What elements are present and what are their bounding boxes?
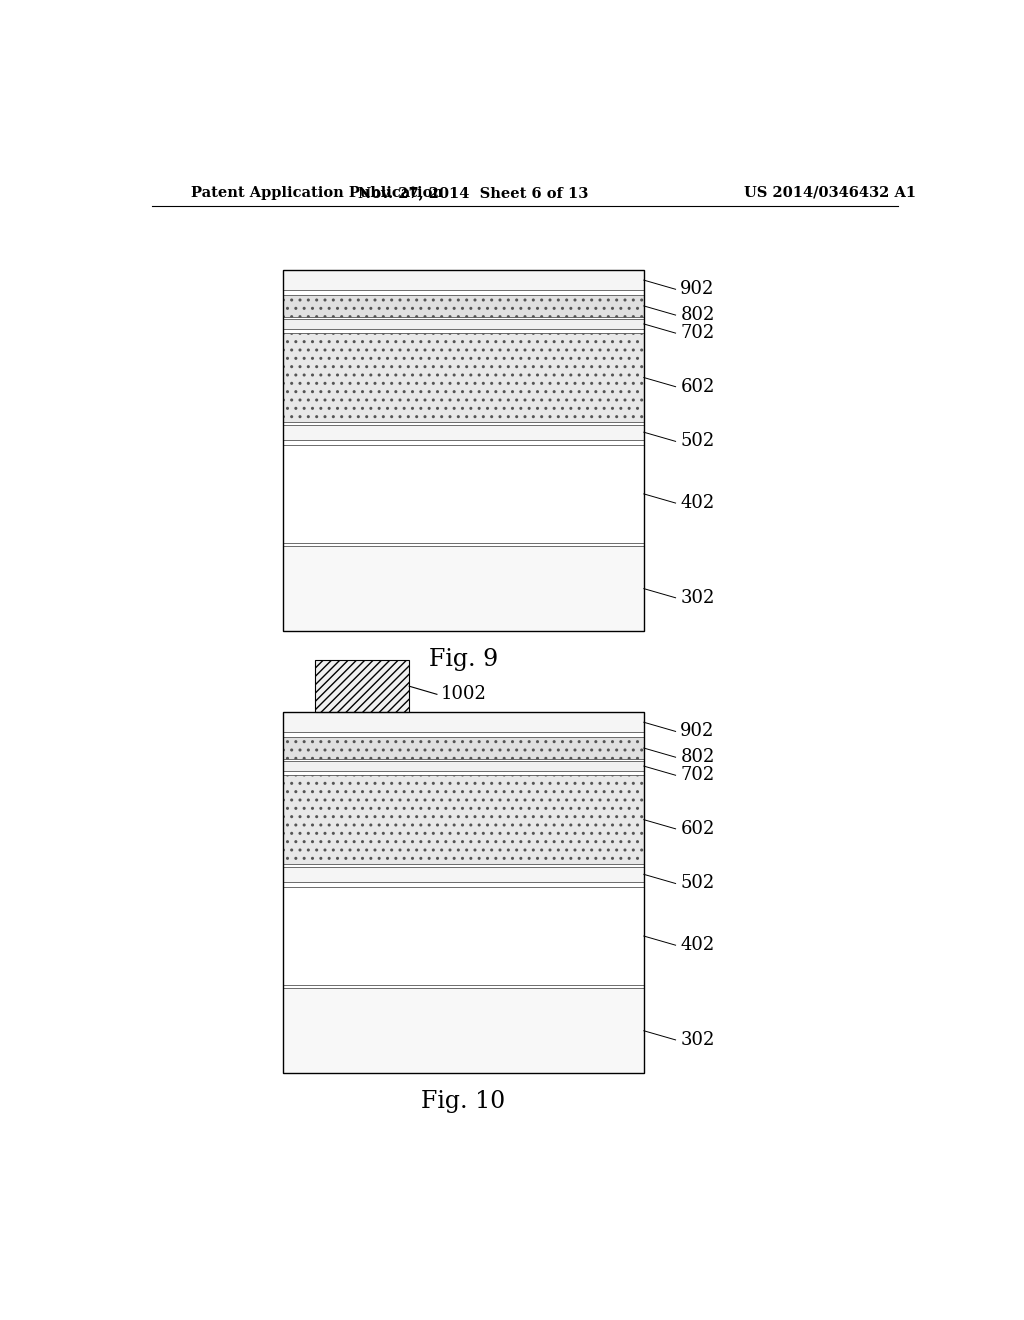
Text: US 2014/0346432 A1: US 2014/0346432 A1 [744, 186, 916, 199]
Text: Nov. 27, 2014  Sheet 6 of 13: Nov. 27, 2014 Sheet 6 of 13 [358, 186, 589, 199]
Bar [315, 660, 410, 713]
Bar [283, 445, 644, 543]
Bar [283, 546, 644, 631]
Text: Fig. 9: Fig. 9 [429, 648, 498, 671]
Text: 502: 502 [680, 874, 715, 892]
Bar [283, 294, 644, 317]
Bar [283, 762, 644, 771]
Text: 502: 502 [680, 433, 715, 450]
Text: 1002: 1002 [441, 685, 486, 704]
Bar [283, 271, 644, 290]
Text: 702: 702 [680, 766, 715, 784]
Text: 802: 802 [680, 748, 715, 766]
Text: 402: 402 [680, 936, 715, 954]
Bar [283, 334, 644, 422]
Bar [283, 775, 644, 863]
Bar [283, 737, 644, 759]
Text: 902: 902 [680, 280, 715, 298]
Bar [283, 713, 644, 733]
Text: 302: 302 [680, 1031, 715, 1049]
Text: 902: 902 [680, 722, 715, 741]
Text: 802: 802 [680, 306, 715, 325]
Bar [283, 713, 644, 1073]
Text: 602: 602 [680, 378, 715, 396]
Bar [283, 271, 644, 631]
Text: 402: 402 [680, 494, 715, 512]
Bar [283, 425, 644, 440]
Text: 602: 602 [680, 820, 715, 838]
Text: 302: 302 [680, 589, 715, 607]
Bar [283, 989, 644, 1073]
Bar [283, 887, 644, 985]
Text: Fig. 10: Fig. 10 [421, 1090, 506, 1113]
Bar [283, 319, 644, 329]
Bar [283, 867, 644, 882]
Text: Patent Application Publication: Patent Application Publication [191, 186, 443, 199]
Text: 702: 702 [680, 325, 715, 342]
